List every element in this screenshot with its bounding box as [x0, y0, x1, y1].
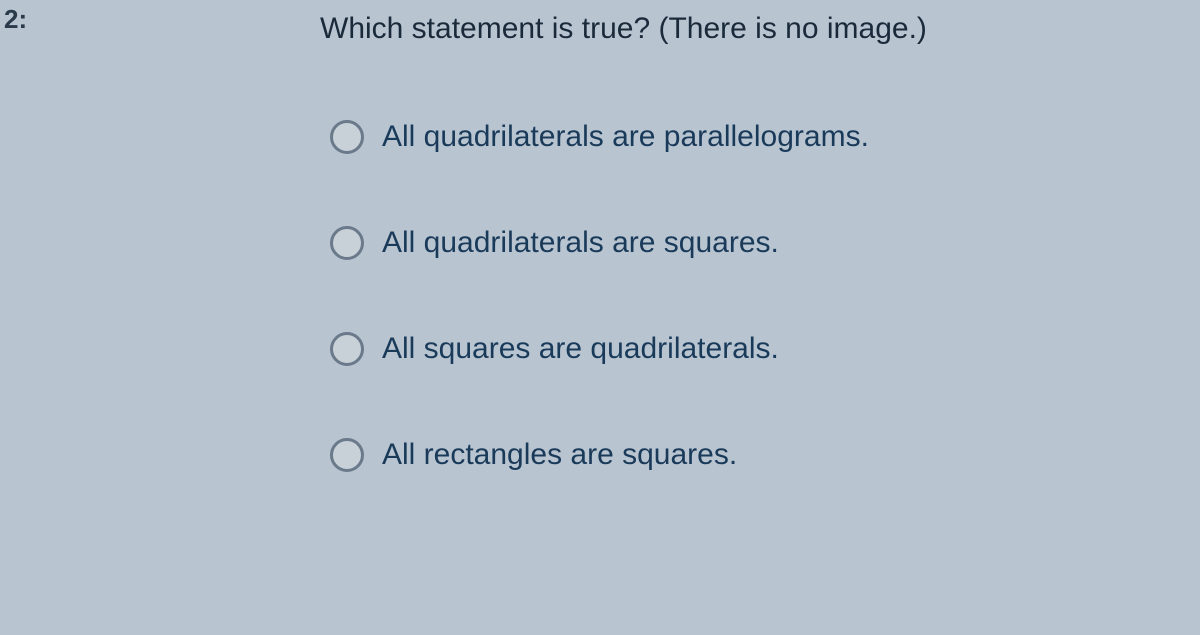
option-label: All quadrilaterals are parallelograms.	[382, 120, 869, 154]
option-label: All quadrilaterals are squares.	[382, 226, 779, 260]
radio-icon[interactable]	[330, 226, 364, 260]
option-2[interactable]: All squares are quadrilaterals.	[330, 332, 869, 366]
option-0[interactable]: All quadrilaterals are parallelograms.	[330, 120, 869, 154]
question-number: 2:	[4, 4, 27, 35]
option-label: All rectangles are squares.	[382, 438, 737, 472]
radio-icon[interactable]	[330, 120, 364, 154]
option-3[interactable]: All rectangles are squares.	[330, 438, 869, 472]
radio-icon[interactable]	[330, 332, 364, 366]
option-1[interactable]: All quadrilaterals are squares.	[330, 226, 869, 260]
options-list: All quadrilaterals are parallelograms. A…	[330, 120, 869, 472]
radio-icon[interactable]	[330, 438, 364, 472]
option-label: All squares are quadrilaterals.	[382, 332, 779, 366]
question-text: Which statement is true? (There is no im…	[320, 12, 927, 46]
